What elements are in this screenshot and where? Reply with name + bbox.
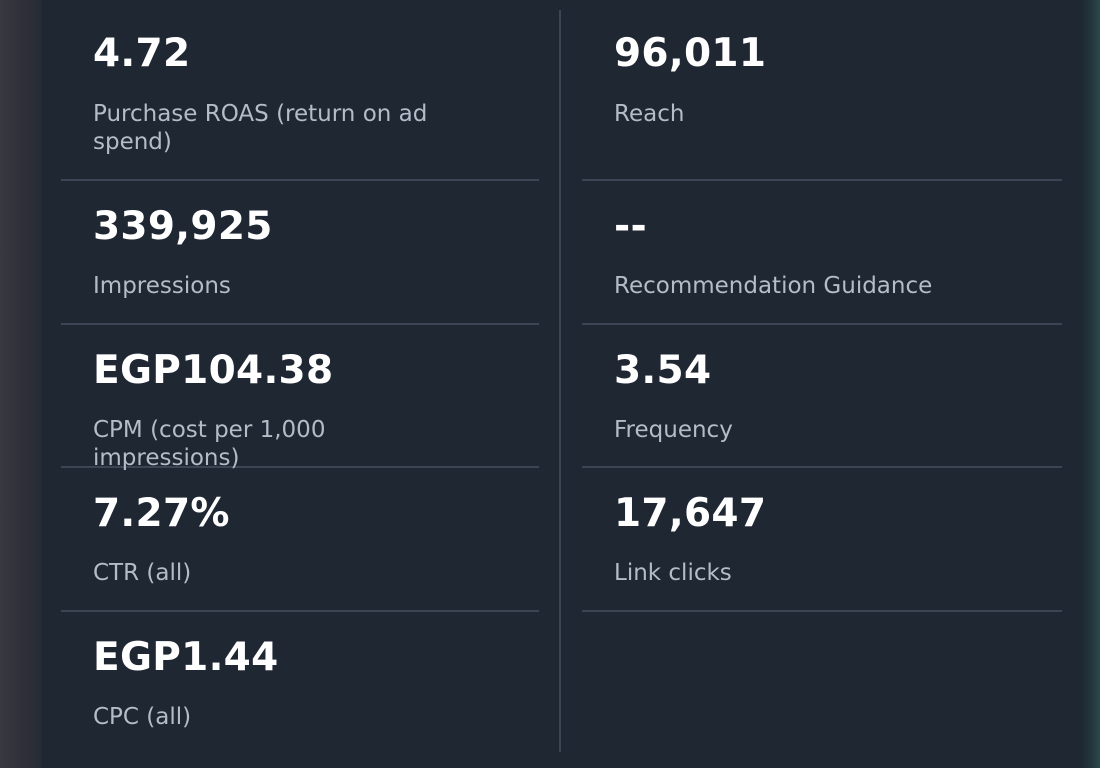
- metric-reach: 96,011 Reach: [582, 0, 1062, 181]
- metric-value: 96,011: [614, 31, 767, 76]
- column-divider: [559, 10, 561, 752]
- metric-cpm: EGP104.38 CPM (cost per 1,000 impression…: [61, 325, 539, 471]
- metric-label: Impressions: [93, 273, 231, 299]
- metric-ctr-all: 7.27% CTR (all): [61, 468, 539, 612]
- metric-label: CPM (cost per 1,000 impressions): [93, 417, 326, 471]
- metrics-panel: 4.72 Purchase ROAS (return on ad spend) …: [42, 0, 1082, 768]
- background-edge-left: [0, 0, 42, 768]
- metric-value: --: [614, 204, 647, 249]
- metric-purchase-roas: 4.72 Purchase ROAS (return on ad spend): [61, 0, 539, 181]
- metric-link-clicks: 17,647 Link clicks: [582, 468, 1062, 612]
- metric-value: EGP1.44: [93, 635, 279, 680]
- metric-label: CTR (all): [93, 560, 192, 586]
- metric-value: 7.27%: [93, 491, 230, 536]
- metric-frequency: 3.54 Frequency: [582, 325, 1062, 468]
- metric-label: Recommendation Guidance: [614, 273, 933, 299]
- metric-impressions: 339,925 Impressions: [61, 181, 539, 325]
- metric-label: Frequency: [614, 417, 733, 443]
- metric-label: Purchase ROAS (return on ad spend): [93, 101, 428, 155]
- metric-cpc-all: EGP1.44 CPC (all): [61, 612, 539, 762]
- metric-value: 4.72: [93, 31, 191, 76]
- metric-label: Link clicks: [614, 560, 732, 586]
- metric-value: EGP104.38: [93, 348, 334, 393]
- metric-label: CPC (all): [93, 704, 192, 730]
- background-edge-right: [1082, 0, 1100, 768]
- metric-value: 3.54: [614, 348, 712, 393]
- metric-recommendation-guidance: -- Recommendation Guidance: [582, 181, 1062, 325]
- metric-label: Reach: [614, 101, 685, 127]
- metric-value: 339,925: [93, 204, 273, 249]
- metric-value: 17,647: [614, 491, 767, 536]
